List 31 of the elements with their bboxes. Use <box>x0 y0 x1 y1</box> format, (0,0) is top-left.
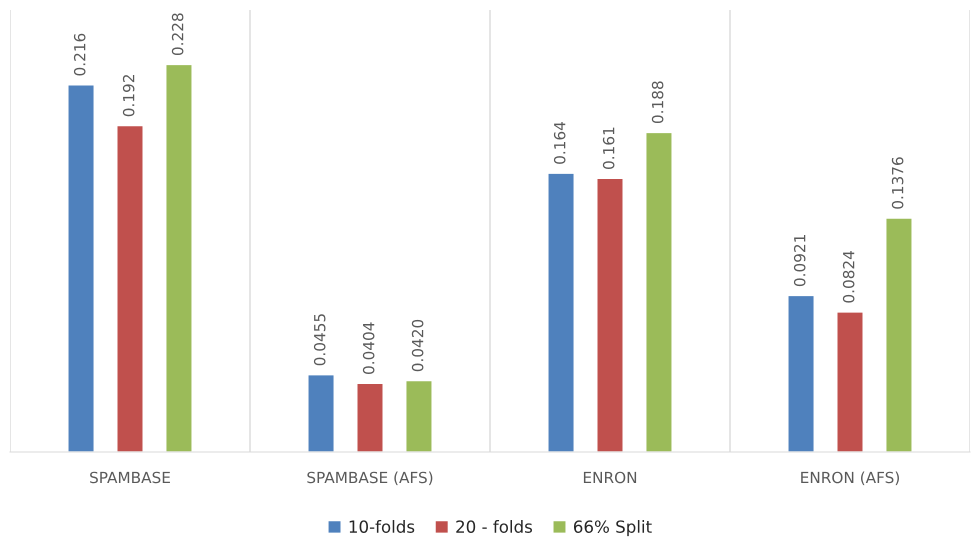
bar <box>307 374 335 452</box>
data-label: 0.0824 <box>842 250 854 303</box>
data-label: 0.188 <box>652 81 664 124</box>
data-label: 0.0455 <box>314 314 326 366</box>
bar <box>645 132 673 452</box>
data-label: 0.0404 <box>362 322 374 374</box>
data-label: 0.164 <box>554 122 566 164</box>
data-label: 0.192 <box>122 75 134 116</box>
x-tick-label: ENRON <box>584 472 636 484</box>
bar <box>787 294 815 452</box>
data-label: 0.1376 <box>892 157 904 209</box>
data-label: 0.161 <box>602 128 614 169</box>
data-label: 0.216 <box>74 34 86 76</box>
bar <box>67 84 95 452</box>
x-tick-label: SPAMBASE (AFS) <box>307 471 432 486</box>
x-tick-label: ENRON (AFS) <box>801 471 899 486</box>
data-label: 0.0921 <box>794 235 806 286</box>
legend-label: 66% Split <box>574 520 652 536</box>
bar <box>116 124 144 452</box>
legend-label: 10-folds <box>350 520 414 533</box>
bar <box>836 311 864 452</box>
bar <box>405 380 433 452</box>
bar <box>885 217 913 452</box>
bar <box>596 178 624 452</box>
legend-label: 20 - folds <box>456 520 532 533</box>
bar <box>165 64 193 452</box>
x-tick-label: SPAMBASE <box>90 472 170 484</box>
bar <box>356 382 384 452</box>
bar <box>547 172 575 452</box>
data-label: 0.0420 <box>412 320 424 372</box>
data-label: 0.228 <box>172 13 184 56</box>
